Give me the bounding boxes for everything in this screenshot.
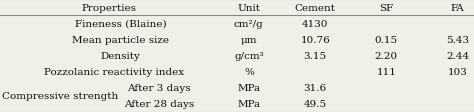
- Text: Compressive strength: Compressive strength: [2, 92, 118, 100]
- Text: Properties: Properties: [82, 4, 137, 12]
- Text: FA: FA: [450, 4, 465, 12]
- Text: After 3 days: After 3 days: [127, 84, 191, 93]
- Text: Fineness (Blaine): Fineness (Blaine): [75, 19, 167, 28]
- Text: 2.20: 2.20: [375, 52, 398, 60]
- Text: 4130: 4130: [302, 19, 328, 28]
- Text: cm²/g: cm²/g: [234, 19, 264, 28]
- Text: 0.15: 0.15: [375, 36, 398, 44]
- Text: 3.15: 3.15: [304, 52, 327, 60]
- Text: 111: 111: [376, 68, 396, 76]
- Text: After 28 days: After 28 days: [124, 100, 194, 108]
- Text: 10.76: 10.76: [301, 36, 330, 44]
- Text: g/cm³: g/cm³: [234, 52, 264, 60]
- Text: Density: Density: [101, 52, 141, 60]
- Text: 5.43: 5.43: [446, 36, 469, 44]
- Text: Cement: Cement: [295, 4, 336, 12]
- Text: 2.44: 2.44: [446, 52, 469, 60]
- Text: 31.6: 31.6: [304, 84, 327, 93]
- Text: MPa: MPa: [237, 100, 260, 108]
- Text: 103: 103: [447, 68, 467, 76]
- Text: μm: μm: [241, 36, 257, 44]
- Text: SF: SF: [379, 4, 393, 12]
- Text: Mean particle size: Mean particle size: [73, 36, 169, 44]
- Text: 49.5: 49.5: [304, 100, 327, 108]
- Text: %: %: [244, 68, 254, 76]
- Text: Unit: Unit: [237, 4, 260, 12]
- Text: MPa: MPa: [237, 84, 260, 93]
- Text: Pozzolanic reactivity index: Pozzolanic reactivity index: [44, 68, 184, 76]
